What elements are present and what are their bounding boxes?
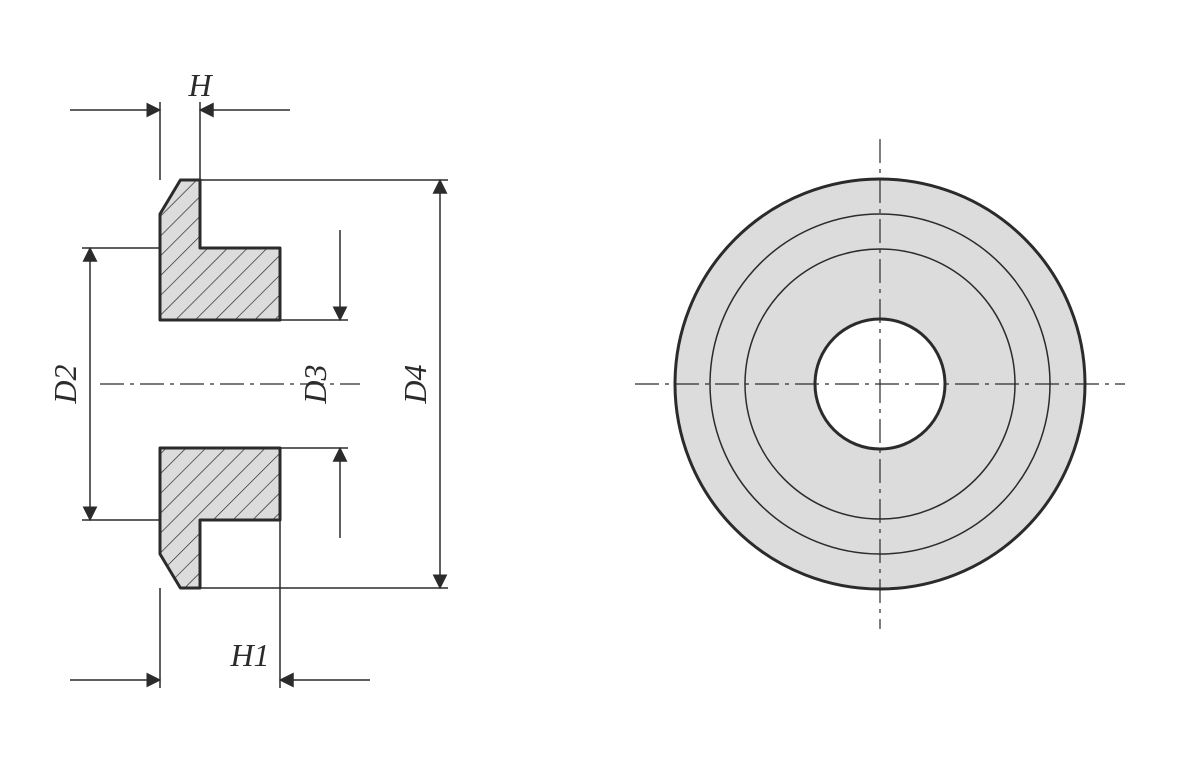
label-d2: D2 — [47, 364, 83, 404]
label-h: H — [187, 67, 213, 103]
label-h1: H1 — [229, 637, 269, 673]
front-view — [635, 139, 1125, 629]
technical-drawing: H H1 D4 D2 D3 — [0, 0, 1200, 768]
label-d3: D3 — [297, 364, 333, 404]
label-d4: D4 — [397, 364, 433, 404]
section-view — [70, 102, 448, 688]
